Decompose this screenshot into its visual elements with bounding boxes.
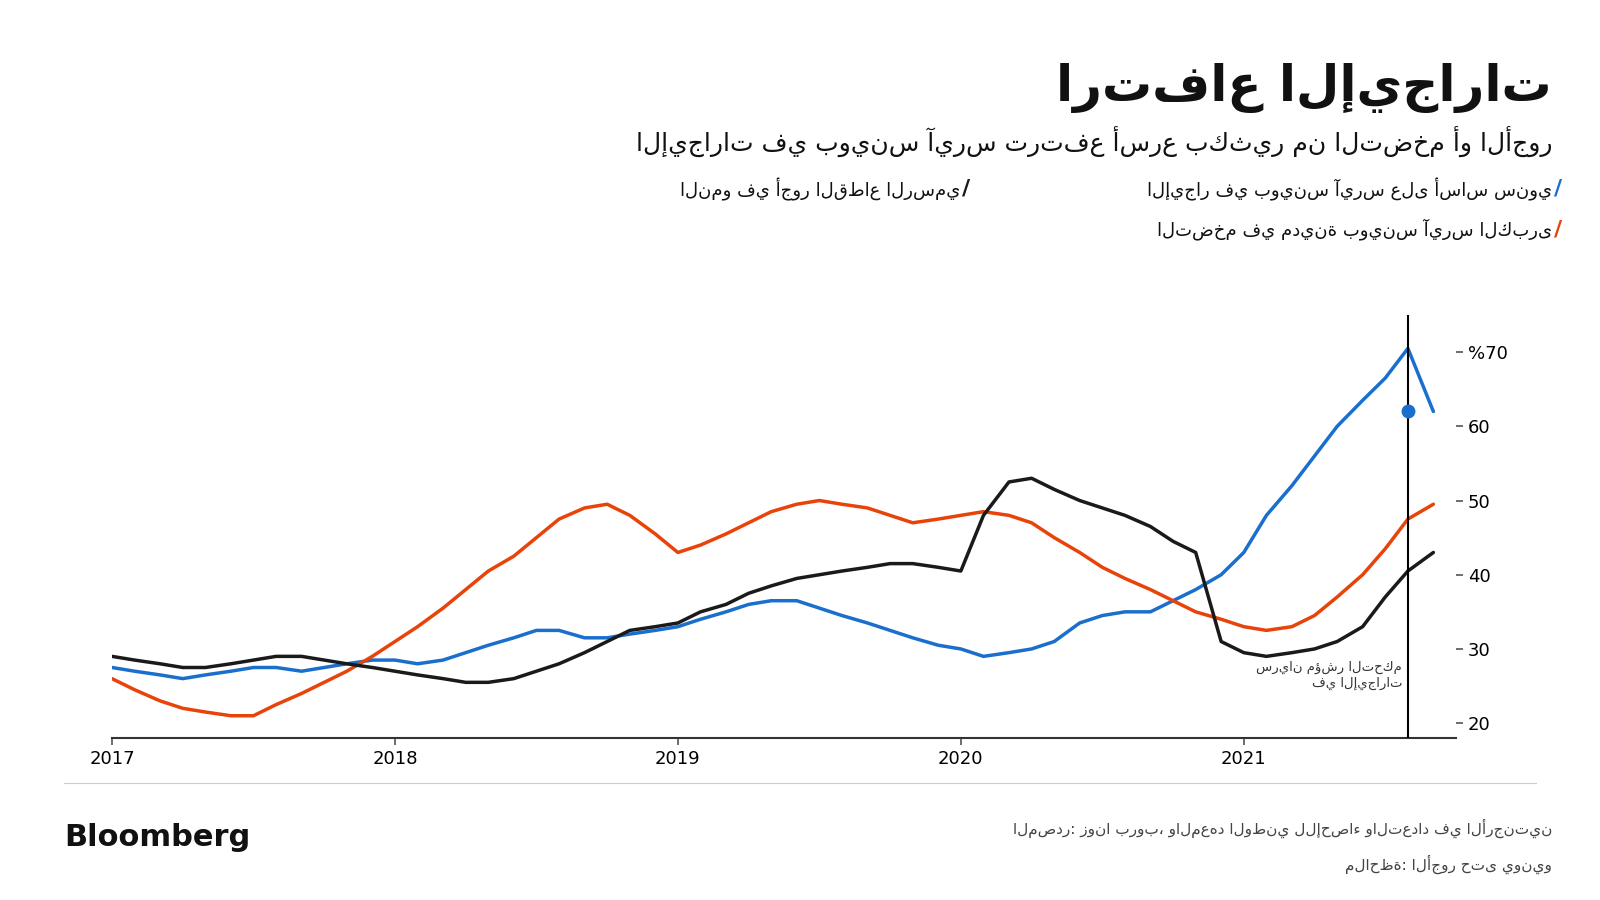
Text: /: / (1554, 179, 1562, 199)
Text: التضخم في مدينة بوينس آيرس الكبرى: التضخم في مدينة بوينس آيرس الكبرى (1157, 219, 1552, 240)
Text: الإيجار في بوينس آيرس على أساس سنوي: الإيجار في بوينس آيرس على أساس سنوي (1147, 177, 1552, 201)
Text: النمو في أجور القطاع الرسمي: النمو في أجور القطاع الرسمي (680, 177, 960, 201)
Text: المصدر: زونا بروب، والمعهد الوطني للإحصاء والتعداد في الأرجنتين: المصدر: زونا بروب، والمعهد الوطني للإحصا… (1013, 819, 1552, 838)
Text: /: / (962, 179, 970, 199)
Text: الإيجارات في بوينس آيرس ترتفع أسرع بكثير من التضخم أو الأجور: الإيجارات في بوينس آيرس ترتفع أسرع بكثير… (635, 126, 1552, 158)
Text: /: / (1554, 220, 1562, 239)
Text: ارتفاع الإيجارات: ارتفاع الإيجارات (1056, 63, 1552, 113)
Text: سريان مؤشر التحكم
في الإيجارات: سريان مؤشر التحكم في الإيجارات (1256, 662, 1402, 689)
Text: Bloomberg: Bloomberg (64, 823, 250, 851)
Text: ملاحظة: الأجور حتى يونيو: ملاحظة: الأجور حتى يونيو (1346, 855, 1552, 874)
